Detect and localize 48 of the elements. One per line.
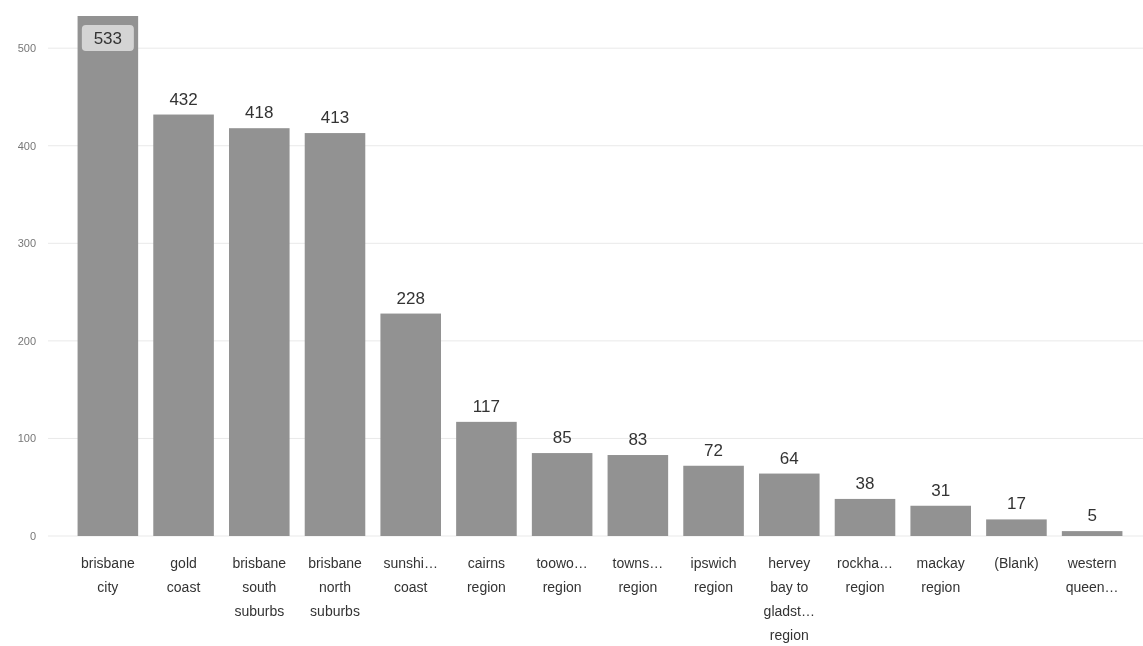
data-label: 533: [93, 29, 123, 48]
bar: [986, 519, 1047, 536]
x-tick-label: gold coast: [166, 555, 201, 595]
bar: [304, 133, 366, 536]
bar: [531, 453, 593, 536]
data-label: 38: [855, 473, 875, 493]
data-label: 5: [1087, 506, 1097, 526]
x-tick-label: cairns region: [466, 555, 506, 595]
bar: [1061, 531, 1123, 536]
y-tick-label: 500: [17, 42, 36, 55]
data-label: 85: [552, 428, 572, 448]
y-tick-label: 200: [17, 334, 36, 347]
x-tick-label: brisbane city: [81, 555, 135, 595]
x-tick-label: brisbane south suburbs: [232, 555, 287, 619]
x-tick-label: toowo… region: [536, 555, 588, 595]
bar: [456, 421, 517, 536]
y-tick-label: 100: [17, 432, 36, 445]
data-label: 418: [245, 103, 274, 123]
y-tick-label: 400: [17, 139, 36, 152]
bar: [834, 498, 896, 536]
data-label: 413: [320, 108, 350, 128]
bar: [910, 505, 971, 536]
x-tick-label: (Blank): [994, 555, 1039, 571]
data-label: 432: [169, 89, 198, 109]
data-label: 83: [628, 430, 648, 450]
data-label: 228: [396, 288, 425, 308]
bar: [153, 114, 214, 536]
x-tick-label: western queen…: [1065, 555, 1119, 595]
x-tick-label: rockha… region: [836, 555, 894, 595]
bar: [759, 473, 820, 536]
x-tick-label: mackay region: [916, 555, 965, 595]
y-tick-label: 0: [29, 529, 36, 542]
bar: [607, 455, 669, 536]
data-label: 64: [779, 448, 799, 468]
bar: [77, 16, 139, 536]
y-tick-label: 300: [17, 237, 36, 250]
x-tick-label: ipswich region: [690, 555, 737, 595]
x-tick-label: sunshi… coast: [383, 555, 438, 595]
data-label: 117: [472, 396, 500, 416]
x-tick-label: towns… region: [612, 555, 664, 595]
x-tick-label: brisbane north suburbs: [308, 555, 363, 619]
bar: [229, 128, 290, 536]
data-label: 17: [1006, 494, 1026, 514]
data-label: 72: [704, 440, 724, 460]
data-label: 31: [931, 480, 951, 500]
x-tick-label: hervey bay to gladst… region: [763, 555, 815, 643]
bar: [380, 313, 441, 536]
bar: [683, 465, 744, 536]
